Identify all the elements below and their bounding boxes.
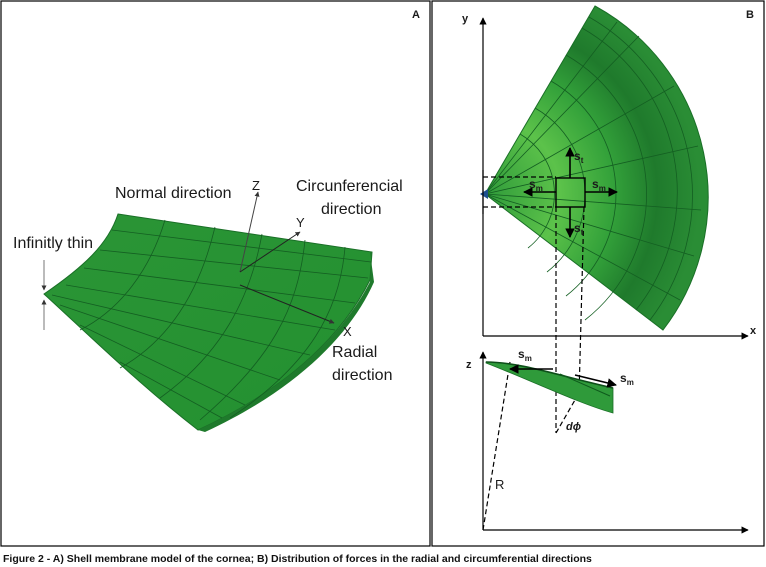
y-axis-line <box>239 231 301 273</box>
angle-label: dϕ <box>566 421 581 433</box>
panel-a: A <box>0 0 431 547</box>
panel-b-border <box>431 0 765 547</box>
shell-grid <box>51 219 372 421</box>
y-axis-label: y <box>462 13 469 25</box>
side-profile <box>485 361 614 414</box>
normal-direction-label: Normal direction <box>115 185 231 202</box>
st-top-symbol: st <box>574 149 584 165</box>
radial-label-line2: direction <box>332 367 392 384</box>
radial-label-line1: Radial <box>332 344 377 361</box>
sector-apex <box>480 189 488 199</box>
force-arrows <box>523 147 618 238</box>
z-axis-label: z <box>466 359 472 371</box>
x-axis-label: X <box>343 324 352 339</box>
sm-side-right-arrow <box>574 374 617 388</box>
sector-grid <box>484 16 702 321</box>
figure-caption: Figure 2 - A) Shell membrane model of th… <box>3 553 592 565</box>
radius-line <box>482 361 511 531</box>
panel-b-label: B <box>746 9 754 21</box>
infinitely-thin-label: Infinitly thin <box>13 235 93 252</box>
shell-membrane <box>43 213 374 432</box>
right-projection <box>578 206 585 396</box>
sm-left-symbol: sm <box>529 177 543 193</box>
shell-surface <box>43 213 373 431</box>
sm-side-right-symbol: sm <box>620 371 634 387</box>
sm-right-symbol: sm <box>592 177 606 193</box>
shell-sector <box>480 5 709 331</box>
circumferential-label-line2: direction <box>321 201 381 218</box>
radius-label: R <box>495 477 504 492</box>
local-axes: Z Y X <box>239 178 352 339</box>
z-axis-line <box>239 191 260 273</box>
circumferential-label-line1: Circunferencial <box>296 178 403 195</box>
guide-lines <box>482 176 585 531</box>
side-profile-line <box>559 373 611 397</box>
x-axis-label: x <box>750 325 757 337</box>
z-axis-label: Z <box>252 178 260 193</box>
panel-a-label: A <box>412 9 420 21</box>
side-profile-edge <box>485 361 614 389</box>
y-axis-label: Y <box>296 215 305 230</box>
panel-b: B y x <box>431 0 765 547</box>
sector-surface <box>484 5 709 331</box>
x-axis-line <box>239 284 335 324</box>
panel-a-border <box>0 0 431 547</box>
sm-side-left-symbol: sm <box>518 347 532 363</box>
st-bottom-symbol: st <box>574 221 584 237</box>
